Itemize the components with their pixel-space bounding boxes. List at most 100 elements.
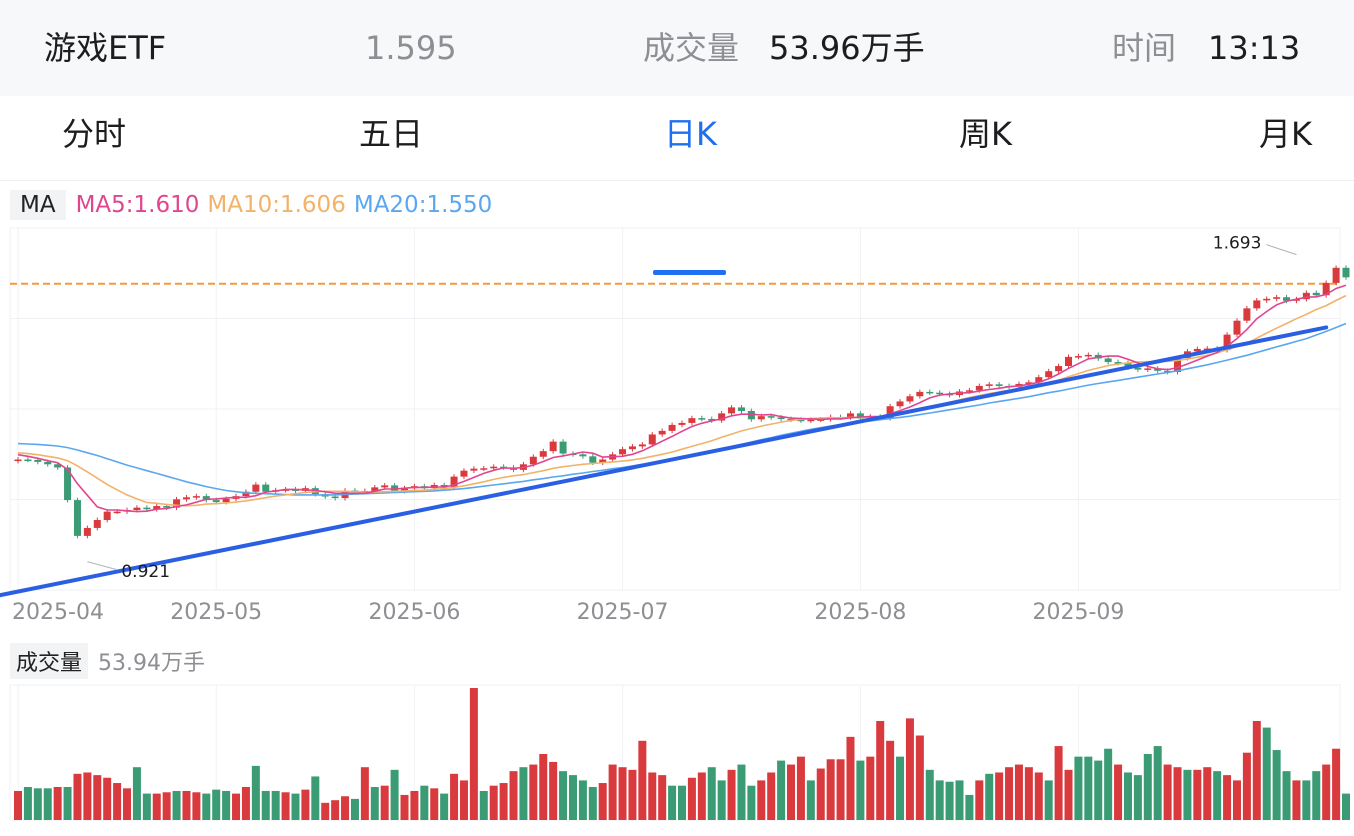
x-tick-label: 2025-05 [170,600,262,625]
candle-body [1104,358,1112,363]
volume-bar [727,769,736,820]
volume-bar [103,777,112,820]
high-leader [1266,244,1297,256]
ma-legend: MA MA5:1.610 MA10:1.606 MA20:1.550 [10,188,492,222]
volume-bar [1302,780,1311,820]
volume-bar [588,787,597,820]
volume-bar [578,780,587,820]
ma5-line [17,284,1347,513]
volume-bar [618,767,627,820]
volume-bar [955,780,964,820]
ma10-line [17,294,1347,507]
volume-bar [261,790,270,820]
volume-bar [876,721,885,820]
volume-bar [1133,775,1142,820]
candle-body [668,424,676,431]
volume-bar [995,772,1004,820]
candle-body [470,468,478,471]
volume-indicator-button[interactable]: 成交量 [10,643,89,679]
x-tick-label: 2025-08 [814,600,906,625]
volume-bar [1153,746,1162,820]
candle-body [1203,348,1211,351]
candle-body [777,417,785,419]
volume-bar [826,759,835,820]
candle-body [638,444,646,447]
volume-bar [1193,769,1202,820]
volume-bar [440,793,449,820]
candle-body [192,496,200,498]
volume-bar [549,761,558,820]
volume-bar [1282,771,1291,820]
tab-five-day[interactable]: 五日 [359,115,424,153]
tab-daily-k[interactable]: 日K [664,115,717,153]
period-tabs: 分时 五日 日K 周K 月K [0,96,1354,275]
candle-body [1193,348,1201,352]
candle-body [767,416,775,418]
volume-bar [14,790,22,820]
volume-bar [529,764,538,820]
candle-body [460,470,468,477]
candle-body [103,511,111,520]
volume-bar [53,787,62,820]
tab-monthly-k[interactable]: 月K [1259,115,1312,153]
candle-body [93,519,101,528]
candle-body [658,430,666,435]
candle-body [926,391,934,394]
candle-body [113,511,121,514]
volume-bar [767,772,776,820]
candle-body [896,401,904,407]
volume-bar [113,783,122,820]
ma10-value: MA10:1.606 [207,192,346,218]
volume-bar [1213,771,1222,820]
volume-label: 成交量 [643,29,740,67]
volume-bar [152,793,161,820]
volume-bar [737,764,746,820]
volume-bar [1312,771,1321,820]
ma-indicator-button[interactable]: MA [10,190,66,220]
volume-bar [1114,764,1123,820]
volume-bar [459,780,468,820]
ma20-value: MA20:1.550 [353,192,493,218]
candle-body [1065,356,1073,367]
candle-body [44,461,52,465]
candle-body [182,497,190,500]
volume-bar [1272,750,1281,820]
time-label: 时间 [1112,29,1177,67]
candle-body [153,506,161,510]
volume-bar [212,789,221,820]
volume-bar [142,793,151,820]
candle-body [916,391,924,397]
volume-bar [648,772,657,820]
volume-bar [33,788,42,820]
volume-bar [985,773,994,820]
tab-intraday[interactable]: 分时 [62,115,127,153]
candle-body [1124,362,1132,368]
candle-body [648,434,656,445]
candle-body [579,454,587,457]
candle-body [133,507,141,511]
volume-bar [945,781,954,820]
volume-bar [1094,760,1103,820]
volume-bar [1223,775,1232,820]
candle-body [480,468,488,470]
candle-body [688,418,696,423]
tab-weekly-k[interactable]: 周K [959,115,1012,153]
volume-bar [1252,721,1261,820]
candle-body [381,485,389,488]
time-value: 13:13 [1208,29,1301,67]
candle-body [728,407,736,414]
candle-body [1025,382,1033,384]
volume-bar [1014,764,1023,820]
volume-bar [162,792,171,820]
candle-body [589,456,597,463]
candle-body [1164,370,1172,373]
candle-body [737,407,745,411]
volume-bar [806,780,815,820]
current-price: 1.595 [365,29,457,67]
candle-body [619,449,627,455]
candle-body [24,459,32,462]
volume-bar [370,787,379,820]
candle-body [975,385,983,391]
candle-body [450,476,458,487]
